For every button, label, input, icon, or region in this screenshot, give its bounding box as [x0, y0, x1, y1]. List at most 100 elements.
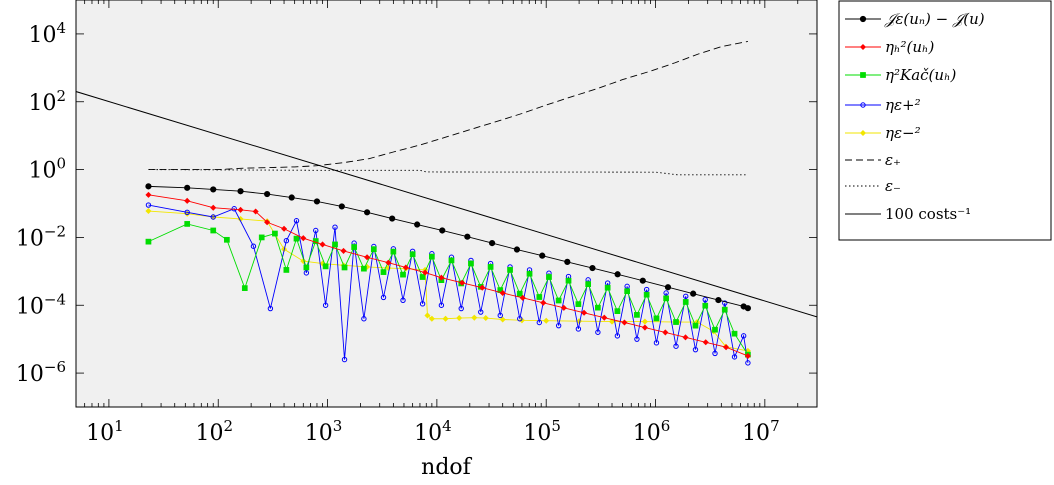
data-point	[621, 319, 628, 326]
legend-label: 𝒥ε(uₙ) − 𝒥(u)	[884, 10, 985, 28]
data-point	[361, 265, 367, 272]
data-point	[624, 288, 630, 295]
data-point	[145, 238, 152, 245]
legend-label: ε₊	[885, 151, 901, 169]
series-line	[148, 210, 748, 352]
data-point	[380, 269, 387, 275]
data-point	[664, 284, 672, 291]
data-point	[237, 206, 244, 213]
data-point	[478, 309, 484, 315]
data-point	[303, 264, 310, 271]
data-point	[400, 271, 406, 278]
data-point	[422, 269, 429, 276]
data-point	[341, 356, 348, 363]
data-point	[364, 254, 371, 261]
data-point	[604, 284, 611, 291]
legend-entry: ηε−²	[845, 124, 921, 142]
x-tick-label: 107	[742, 417, 780, 446]
data-point	[614, 271, 621, 278]
legend-entry: 𝒥ε(uₙ) − 𝒥(u)	[845, 10, 985, 28]
data-point	[499, 316, 506, 323]
data-point	[479, 284, 486, 291]
data-point	[184, 221, 191, 227]
data-point	[313, 198, 321, 205]
data-point	[322, 302, 329, 308]
data-point	[497, 312, 503, 319]
data-point	[184, 197, 191, 204]
data-point	[608, 318, 616, 325]
y-tick-label: 102	[28, 87, 66, 116]
data-point	[419, 301, 426, 307]
legend-label: ε₋	[885, 177, 901, 195]
data-point	[145, 202, 152, 208]
data-point	[539, 252, 546, 259]
data-point	[438, 274, 445, 281]
data-point	[526, 270, 533, 277]
data-point	[351, 244, 357, 250]
data-point	[319, 241, 326, 248]
data-point	[663, 295, 669, 302]
y-tick-label: 10−4	[16, 290, 66, 319]
data-point	[614, 308, 621, 314]
data-point	[536, 319, 543, 326]
series	[145, 191, 751, 359]
series-line	[148, 194, 749, 357]
data-point	[692, 346, 699, 353]
data-point	[614, 333, 621, 339]
data-point	[555, 322, 562, 329]
data-point	[281, 225, 288, 232]
data-point	[712, 326, 718, 333]
data-point	[715, 296, 722, 304]
data-point	[662, 329, 669, 336]
data-point	[745, 360, 751, 366]
data-point	[332, 224, 338, 230]
data-point	[429, 253, 435, 260]
data-point	[471, 314, 478, 321]
data-point	[145, 207, 152, 215]
data-point	[428, 315, 435, 322]
data-point	[740, 333, 747, 339]
data-point	[241, 285, 248, 291]
legend-label: 100 costs⁻¹	[885, 205, 971, 223]
legend-entry: η²Kač(uₕ)	[845, 66, 957, 84]
data-point	[370, 246, 377, 253]
data-point	[540, 299, 547, 306]
data-point	[643, 286, 650, 293]
data-point	[859, 129, 867, 137]
data-point	[419, 274, 426, 280]
legend-entry: ηε+²	[845, 96, 921, 114]
data-point	[424, 312, 431, 319]
data-point	[634, 312, 640, 318]
data-point	[589, 264, 596, 272]
data-point	[145, 191, 152, 198]
data-point	[293, 235, 300, 242]
data-point	[313, 227, 319, 234]
data-point	[459, 279, 466, 286]
data-point	[237, 188, 244, 195]
data-point	[536, 294, 543, 300]
data-point	[722, 300, 728, 306]
x-tick-label: 102	[195, 417, 233, 446]
data-point	[300, 235, 307, 242]
data-point	[702, 296, 708, 303]
data-point	[464, 233, 471, 240]
data-point	[731, 354, 738, 360]
data-point	[499, 289, 506, 297]
data-point	[634, 336, 640, 342]
data-point	[595, 329, 601, 335]
data-point	[565, 277, 572, 284]
data-point	[513, 246, 521, 253]
data-point	[859, 43, 867, 51]
data-point	[860, 72, 866, 78]
data-point	[546, 274, 552, 280]
x-tick-label: 106	[633, 417, 671, 446]
data-point	[283, 267, 290, 273]
data-point	[564, 258, 571, 265]
x-tick-label: 105	[523, 417, 561, 446]
legend-label: ηₕ²(uₕ)	[885, 38, 934, 56]
data-point	[361, 316, 367, 322]
data-point	[702, 302, 709, 309]
data-point	[702, 339, 709, 346]
series	[145, 183, 752, 312]
data-point	[363, 209, 371, 216]
